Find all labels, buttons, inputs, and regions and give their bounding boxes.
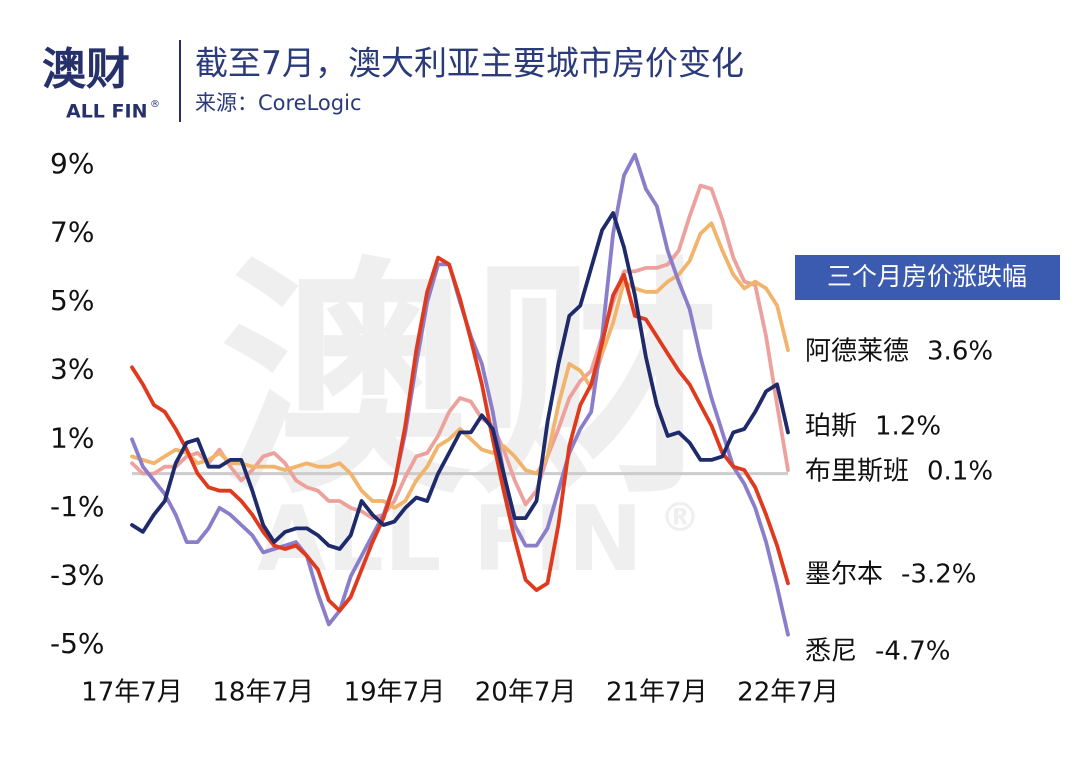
legend-label: 阿德莱德 <box>805 337 909 367</box>
end-value-label: -4.7% <box>875 637 950 667</box>
legend-box <box>795 255 1060 300</box>
y-tick-label: -1% <box>50 490 105 523</box>
series-line <box>130 183 790 520</box>
x-tick-label: 20年7月 <box>475 678 577 708</box>
series-line <box>130 211 790 551</box>
end-value-label: 1.2% <box>875 412 941 442</box>
watermark-sub: ALL FIN <box>257 487 643 592</box>
y-tick-label: -5% <box>50 627 105 660</box>
legend-label: 悉尼 <box>805 637 857 667</box>
legend-label: 布里斯班 <box>805 457 909 487</box>
x-tick-label: 18年7月 <box>212 678 314 708</box>
legend-title: 三个月房价涨跌幅 <box>827 262 1027 291</box>
y-tick-label: 3% <box>50 353 94 386</box>
y-tick-label: 9% <box>50 147 94 180</box>
logo-mark: ® <box>150 99 160 110</box>
x-tick-label: 22年7月 <box>737 678 839 708</box>
end-value-label: 0.1% <box>927 457 993 487</box>
y-tick-label: -3% <box>50 558 105 591</box>
watermark: 澳财 ALL FIN ® <box>220 236 720 592</box>
logo-text: 澳财 <box>42 44 130 95</box>
logo-sub: ALL FIN <box>66 101 147 123</box>
x-tick-label: 19年7月 <box>344 678 446 708</box>
watermark-text: 澳财 <box>220 236 720 527</box>
end-value-label: 3.6% <box>927 337 993 367</box>
y-tick-label: 7% <box>50 216 94 249</box>
x-tick-label: 17年7月 <box>81 678 183 708</box>
series-line <box>130 255 790 613</box>
end-value-label: -3.2% <box>901 560 976 590</box>
watermark-mark: ® <box>660 495 700 541</box>
y-tick-label: 5% <box>50 284 94 317</box>
legend-label: 珀斯 <box>805 412 857 442</box>
chart-title: 截至7月，澳大利亚主要城市房价变化 <box>195 44 744 83</box>
y-tick-label: 1% <box>50 421 94 454</box>
chart-subtitle: 来源：CoreLogic <box>195 91 362 115</box>
legend-label: 墨尔本 <box>805 560 883 590</box>
x-tick-label: 21年7月 <box>606 678 708 708</box>
